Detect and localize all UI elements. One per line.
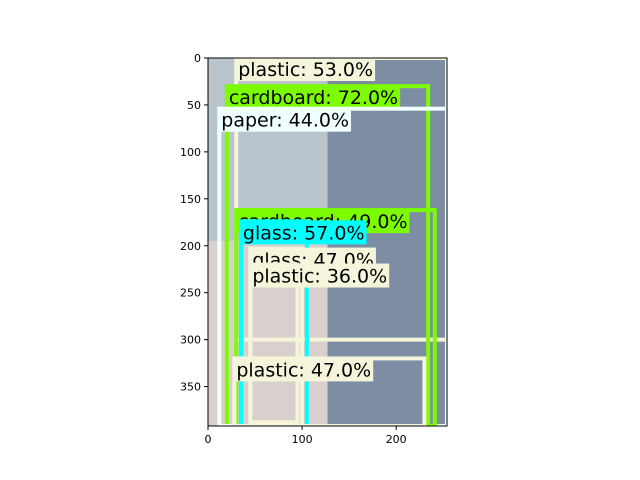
detection-label-bg <box>219 107 352 132</box>
detection-plastic: plastic: 47.0% <box>232 356 427 426</box>
detection-label: plastic: 47.0% <box>236 359 371 381</box>
detection-label: plastic: 36.0% <box>252 266 387 288</box>
detection-label: paper: 44.0% <box>221 110 349 132</box>
detection-plastic: plastic: 36.0% <box>248 262 390 425</box>
y-tick-label: 300 <box>180 334 201 347</box>
detection-label-bg <box>250 263 390 288</box>
y-tick-label: 150 <box>180 193 201 206</box>
detection-label: glass: 57.0% <box>243 222 365 244</box>
y-tick-label: 100 <box>180 146 201 159</box>
y-tick-label: 200 <box>180 240 201 253</box>
y-tick-label: 250 <box>180 287 201 300</box>
y-tick-label: 350 <box>180 381 201 394</box>
detection-label: plastic: 53.0% <box>238 59 373 81</box>
detections-layer: plastic: 53.0% cardboard: 72.0%paper: 44.… <box>217 58 447 426</box>
axis-ticks: 0 100 200 0 50 100 150 200 250 300 350 <box>180 52 407 446</box>
y-tick-label: 0 <box>194 52 201 65</box>
x-tick-label: 200 <box>386 433 407 446</box>
detection-label-bg <box>236 58 376 81</box>
detection-label-bg <box>226 85 401 110</box>
x-tick-label: 100 <box>292 433 313 446</box>
x-tick-label: 0 <box>205 433 212 446</box>
axes-frame <box>207 57 448 427</box>
detection-paper: paper: 44.0% <box>217 106 447 426</box>
detection-plastic: plastic: 53.0% <box>234 58 447 342</box>
detection-label-bg <box>234 357 374 382</box>
detection-label-bg <box>240 220 367 245</box>
detection-box <box>234 58 447 342</box>
detection-cardboard: cardboard: 72.0% <box>224 84 431 426</box>
y-tick-label: 50 <box>187 99 201 112</box>
detection-glass: glass: 57.0% <box>238 219 367 426</box>
detection-label: cardboard: 72.0% <box>229 87 398 109</box>
